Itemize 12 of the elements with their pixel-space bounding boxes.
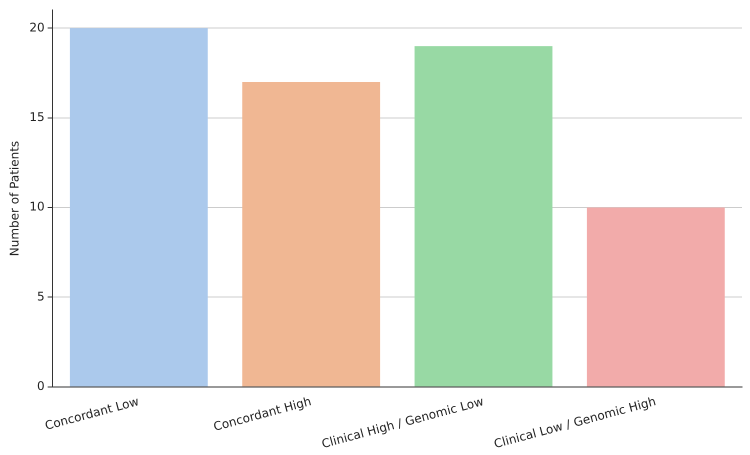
- x-tick-label: Clinical High / Genomic Low: [320, 394, 486, 451]
- x-tick-label: Clinical Low / Genomic High: [492, 394, 658, 451]
- y-tick-label: 0: [37, 378, 45, 393]
- bar: [414, 46, 552, 386]
- y-tick-label: 15: [29, 110, 45, 124]
- bar: [70, 28, 208, 386]
- y-tick-label: 20: [29, 20, 45, 34]
- bar: [586, 208, 725, 386]
- y-tick-label: 10: [29, 200, 45, 214]
- y-tick-label: 5: [37, 289, 45, 304]
- bar: [242, 82, 380, 386]
- y-axis-title: Number of Patients: [7, 140, 22, 256]
